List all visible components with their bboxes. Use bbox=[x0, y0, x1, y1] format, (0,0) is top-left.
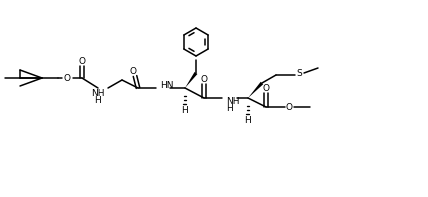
Text: H: H bbox=[226, 103, 233, 112]
Text: H: H bbox=[95, 96, 101, 104]
Text: H: H bbox=[245, 115, 251, 125]
Text: O: O bbox=[63, 73, 71, 83]
Text: NH: NH bbox=[226, 97, 240, 106]
Text: O: O bbox=[130, 67, 137, 75]
Text: S: S bbox=[296, 69, 302, 77]
Text: O: O bbox=[78, 57, 86, 65]
Polygon shape bbox=[248, 82, 263, 98]
Text: H: H bbox=[181, 106, 188, 114]
Text: NH: NH bbox=[91, 88, 105, 98]
Polygon shape bbox=[185, 72, 197, 88]
Text: O: O bbox=[200, 74, 208, 84]
Text: O: O bbox=[262, 84, 270, 93]
Text: HN: HN bbox=[160, 81, 173, 89]
Text: O: O bbox=[285, 102, 292, 112]
